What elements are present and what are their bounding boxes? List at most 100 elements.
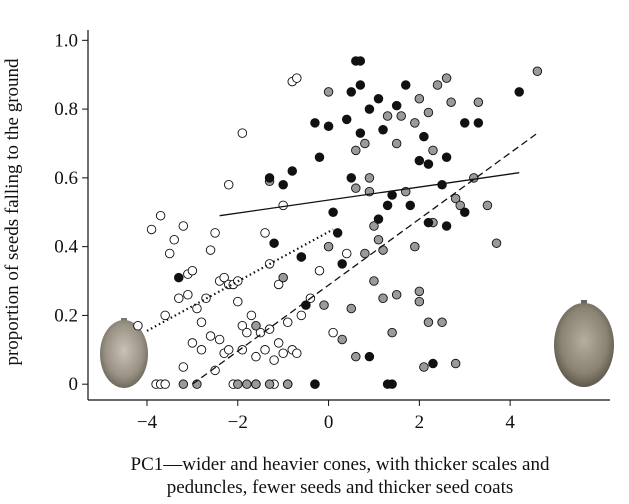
point	[428, 145, 438, 156]
point	[187, 338, 198, 348]
point	[369, 276, 379, 286]
point	[482, 200, 493, 211]
point	[355, 56, 366, 66]
cone-image-small	[100, 318, 148, 388]
point	[251, 351, 261, 362]
point	[341, 248, 352, 259]
point	[446, 97, 456, 107]
point	[410, 118, 420, 128]
point	[410, 241, 420, 252]
point	[314, 265, 325, 276]
point	[183, 290, 193, 300]
point	[414, 94, 425, 104]
point	[242, 379, 252, 389]
point	[223, 345, 234, 355]
point	[187, 265, 198, 276]
point	[237, 320, 248, 331]
point	[391, 290, 402, 300]
point	[133, 320, 143, 331]
point	[292, 73, 302, 83]
point	[237, 345, 248, 355]
point	[351, 183, 361, 193]
point	[196, 317, 207, 328]
point	[264, 173, 275, 183]
cone-image-large	[554, 300, 614, 387]
point	[423, 217, 434, 228]
point	[428, 358, 438, 369]
point	[437, 317, 447, 328]
point	[369, 221, 379, 231]
point	[355, 128, 366, 138]
point	[414, 155, 425, 166]
point	[391, 100, 402, 111]
point	[233, 296, 243, 307]
point	[237, 128, 248, 138]
point	[387, 190, 397, 200]
fit-line	[219, 172, 520, 217]
point	[373, 235, 384, 245]
point	[223, 179, 234, 190]
x-tick-label: 0	[324, 412, 334, 433]
point	[351, 145, 361, 156]
point	[155, 210, 166, 221]
point	[514, 87, 524, 97]
point	[455, 200, 465, 211]
point	[473, 118, 484, 128]
point	[278, 272, 288, 283]
point	[314, 152, 325, 162]
point	[296, 252, 307, 262]
point	[337, 334, 347, 345]
point	[246, 310, 257, 321]
point	[269, 355, 279, 365]
point	[450, 358, 461, 369]
point	[174, 272, 184, 283]
point	[414, 286, 425, 297]
point	[323, 121, 334, 132]
point	[328, 327, 338, 338]
point	[210, 228, 220, 238]
point	[205, 331, 216, 341]
point	[296, 310, 307, 321]
point	[310, 118, 320, 128]
point	[346, 87, 357, 97]
point	[269, 238, 279, 248]
x-tick-label: −4	[137, 412, 158, 433]
point	[441, 152, 452, 162]
point	[387, 327, 397, 338]
x-tick-label: −2	[228, 412, 248, 433]
point	[251, 320, 261, 331]
point	[328, 207, 338, 217]
point	[214, 334, 225, 345]
point	[319, 300, 329, 310]
point	[260, 228, 270, 238]
point	[450, 193, 461, 204]
point	[164, 248, 175, 259]
y-tick-label: 0	[69, 374, 79, 395]
point	[255, 327, 266, 338]
point	[373, 214, 384, 224]
point	[419, 362, 429, 372]
y-tick-label: 0.4	[54, 237, 78, 258]
y-tick-label: 0.8	[54, 99, 78, 120]
point	[459, 118, 470, 128]
point	[260, 345, 270, 355]
point	[491, 238, 502, 248]
fit-line	[146, 228, 334, 332]
point	[382, 200, 393, 211]
point	[278, 348, 288, 358]
point	[292, 348, 302, 358]
point	[355, 80, 366, 90]
point	[174, 293, 184, 303]
point	[364, 173, 375, 183]
x-axis-label: peduncles, fewer seeds and thicker seed …	[167, 477, 514, 498]
point	[378, 124, 388, 135]
point	[264, 324, 275, 334]
y-tick-label: 0.2	[54, 305, 78, 326]
point	[242, 327, 252, 338]
point	[346, 303, 357, 314]
point	[282, 379, 293, 389]
x-axis-label: PC1—wider and heavier cones, with thicke…	[131, 454, 550, 475]
point	[251, 379, 261, 389]
point	[201, 293, 211, 303]
point	[310, 379, 320, 389]
